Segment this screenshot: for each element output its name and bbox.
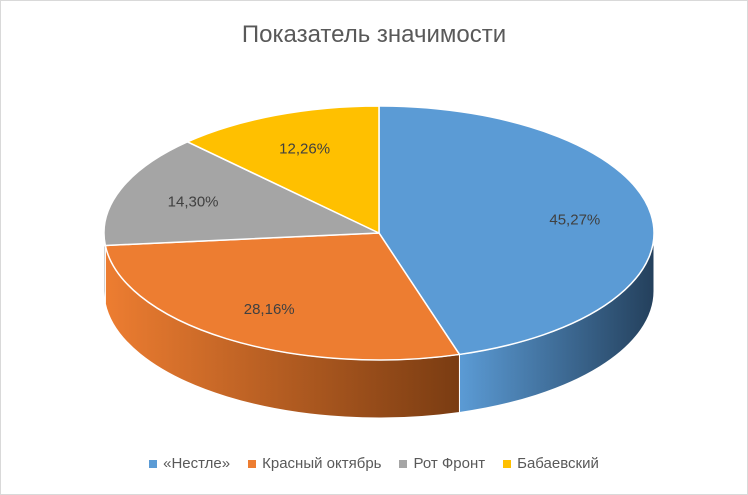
legend-swatch-2: [399, 459, 408, 468]
pie-slice-0: [378, 105, 655, 356]
legend-label-2: Рот Фронт: [413, 455, 486, 472]
pie-slice-1: [104, 232, 461, 361]
chart-title: Показатель значимости: [241, 21, 507, 48]
pie-slice-2: [103, 141, 380, 247]
legend-swatch-1: [248, 459, 257, 468]
pie-chart: 45,27% 28,16% 14,30% 12,26%: [103, 105, 655, 419]
legend-label-3: Бабаевский: [517, 455, 599, 472]
data-label-1: 28,16%: [244, 301, 295, 318]
legend-label-0: «Нестле»: [163, 455, 231, 472]
legend-swatch-3: [503, 459, 512, 468]
pie-slice-3: [185, 105, 380, 235]
data-label-0: 45,27%: [549, 211, 600, 228]
data-label-3: 12,26%: [279, 140, 330, 157]
legend-item-3: Бабаевский: [503, 455, 599, 472]
legend: «Нестле» Красный октябрь Рот Фронт Бабаевск…: [1, 455, 747, 472]
legend-label-1: Красный октябрь: [262, 455, 382, 472]
data-label-2: 14,30%: [168, 194, 219, 211]
legend-item-0: «Нестле»: [149, 455, 230, 472]
legend-item-1: Красный октябрь: [248, 455, 381, 472]
legend-swatch-0: [149, 459, 158, 468]
legend-item-2: Рот Фронт: [399, 455, 485, 472]
